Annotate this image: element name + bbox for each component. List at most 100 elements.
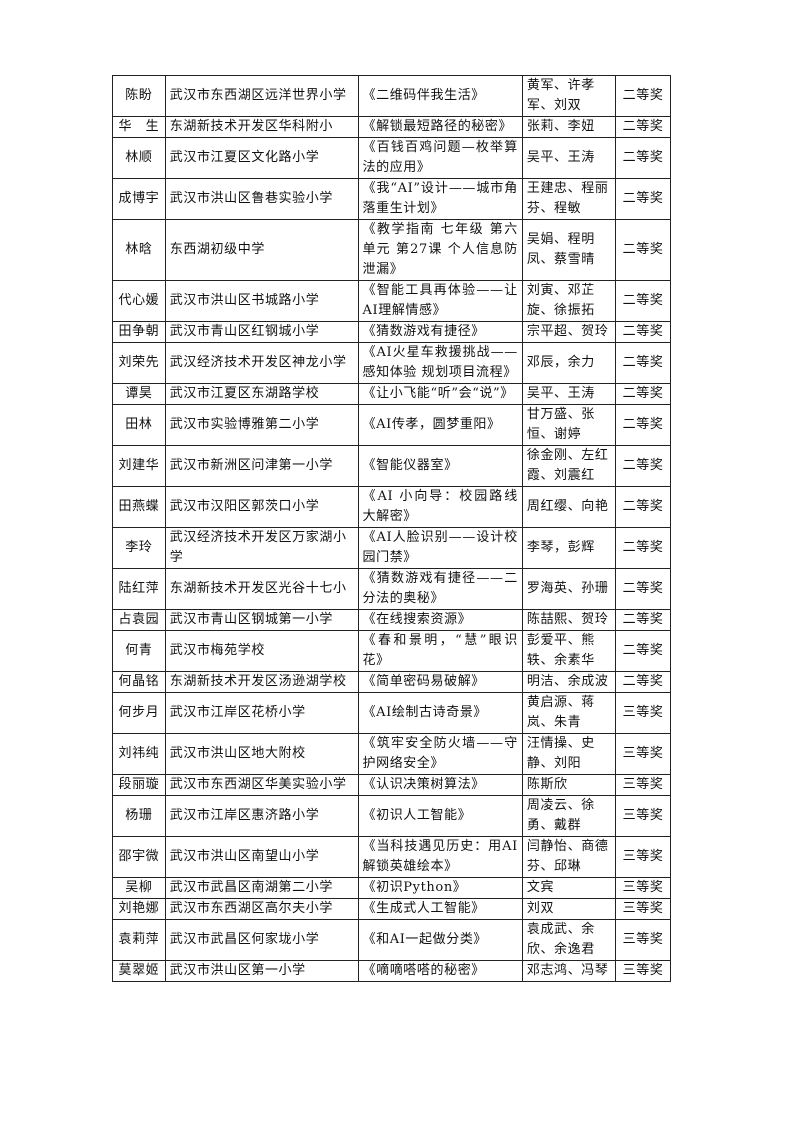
work-title-cell: 《解锁最短路径的秘密》 (357, 116, 523, 138)
award-level-cell: 二等奖 (615, 137, 671, 179)
school-name-cell: 武汉经济技术开发区万家湖小学 (164, 527, 359, 569)
school-name-cell: 东西湖初级中学 (164, 219, 359, 281)
table-row: 谭昊 武汉市江夏区东湖路学校 《让小飞能“听”会“说”》 吴平、王涛 二等奖 (112, 383, 671, 405)
award-level-cell: 三等奖 (615, 836, 671, 878)
award-level-cell: 二等奖 (615, 383, 671, 405)
student-name-cell: 田林 (112, 404, 166, 446)
award-level-cell: 三等奖 (615, 733, 671, 775)
work-title-cell: 《简单密码易破解》 (357, 671, 523, 693)
award-level-cell: 三等奖 (615, 898, 671, 920)
student-name-cell: 袁莉萍 (112, 919, 166, 961)
work-title-cell: 《AI 小向导：校园路线大解密》 (357, 486, 523, 528)
school-name-cell: 武汉经济技术开发区神龙小学 (164, 342, 359, 384)
advisor-teachers-cell: 甘万盛、张恒、谢婷 (521, 404, 617, 446)
work-title-cell: 《百钱百鸡问题—枚举算法的应用》 (357, 137, 523, 179)
advisor-teachers-cell: 陈喆熙、贺玲 (521, 609, 617, 631)
award-level-cell: 二等奖 (615, 219, 671, 281)
school-name-cell: 武汉市江岸区花桥小学 (164, 692, 359, 734)
table-row: 陈盼 武汉市东西湖区远洋世界小学 《二维码伴我生活》 黄军、许孝军、刘双 二等奖 (112, 75, 671, 117)
work-title-cell: 《当科技遇见历史：用AI解锁英雄绘本》 (357, 836, 523, 878)
work-title-cell: 《二维码伴我生活》 (357, 75, 523, 117)
work-title-cell: 《春和景明，“慧”眼识花》 (357, 630, 523, 672)
award-level-cell: 三等奖 (615, 960, 671, 982)
award-level-cell: 二等奖 (615, 527, 671, 569)
student-name-cell: 陆红萍 (112, 568, 166, 610)
work-title-cell: 《我“AI”设计——城市角落重生计划》 (357, 178, 523, 220)
award-level-cell: 二等奖 (615, 280, 671, 322)
table-row: 成博宇 武汉市洪山区鲁巷实验小学 《我“AI”设计——城市角落重生计划》 王建忠、程丽… (112, 178, 671, 220)
table-row: 刘艳娜 武汉市东西湖区高尔夫小学 《生成式人工智能》 刘双 三等奖 (112, 898, 671, 920)
school-name-cell: 武汉市江岸区惠济路小学 (164, 795, 359, 837)
school-name-cell: 武汉市东西湖区华美实验小学 (164, 774, 359, 796)
work-title-cell: 《初识Python》 (357, 877, 523, 899)
school-name-cell: 武汉市青山区红钢城小学 (164, 321, 359, 343)
table-row: 刘祎纯 武汉市洪山区地大附校 《筑牢安全防火墙——守护网络安全》 汪情操、史静、刘阳三… (112, 733, 671, 775)
advisor-teachers-cell: 王建忠、程丽芬、程敏 (521, 178, 617, 220)
student-name-cell: 田燕蝶 (112, 486, 166, 528)
student-name-cell: 林顺 (112, 137, 166, 179)
table-row: 吴柳 武汉市武昌区南湖第二小学 《初识Python》 文宾 三等奖 (112, 877, 671, 899)
advisor-teachers-cell: 徐金刚、左红霞、刘震红 (521, 445, 617, 487)
advisor-teachers-cell: 张莉、李妞 (521, 116, 617, 138)
award-level-cell: 二等奖 (615, 609, 671, 631)
student-name-cell: 邵宇微 (112, 836, 166, 878)
advisor-teachers-cell: 闫静怡、商德芬、邱琳 (521, 836, 617, 878)
work-title-cell: 《智能工具再体验——让AI理解情感》 (357, 280, 523, 322)
award-level-cell: 三等奖 (615, 877, 671, 899)
table-row: 代心媛 武汉市洪山区书城路小学 《智能工具再体验——让AI理解情感》 刘寅、邓芷旋、徐… (112, 280, 671, 322)
table-row: 何步月 武汉市江岸区花桥小学 《AI绘制古诗奇景》 黄启源、蒋岚、朱青 三等奖 (112, 692, 671, 734)
award-level-cell: 二等奖 (615, 321, 671, 343)
school-name-cell: 武汉市洪山区书城路小学 (164, 280, 359, 322)
student-name-cell: 林晗 (112, 219, 166, 281)
award-level-cell: 二等奖 (615, 445, 671, 487)
table-row: 李玲 武汉经济技术开发区万家湖小学 《AI人脸识别——设计校园门禁》 李琴，彭辉 二等奖 (112, 527, 671, 569)
student-name-cell: 吴柳 (112, 877, 166, 899)
table-row: 何青 武汉市梅苑学校 《春和景明，“慧”眼识花》 彭爱平、熊轶、余素华 二等奖 (112, 630, 671, 672)
school-name-cell: 东湖新技术开发区光谷十七小 (164, 568, 359, 610)
advisor-teachers-cell: 宗平超、贺玲 (521, 321, 617, 343)
work-title-cell: 《和AI一起做分类》 (357, 919, 523, 961)
school-name-cell: 武汉市东西湖区远洋世界小学 (164, 75, 359, 117)
school-name-cell: 武汉市实验博雅第二小学 (164, 404, 359, 446)
student-name-cell: 谭昊 (112, 383, 166, 405)
award-level-cell: 二等奖 (615, 404, 671, 446)
table-row: 华 生东湖新技术开发区华科附小 《解锁最短路径的秘密》 张莉、李妞 二等奖 (112, 116, 671, 138)
advisor-teachers-cell: 刘寅、邓芷旋、徐振拓 (521, 280, 617, 322)
advisor-teachers-cell: 文宾 (521, 877, 617, 899)
award-level-cell: 三等奖 (615, 795, 671, 837)
student-name-cell: 华 生 (112, 116, 166, 138)
work-title-cell: 《AI传孝，圆梦重阳》 (357, 404, 523, 446)
school-name-cell: 武汉市洪山区南望山小学 (164, 836, 359, 878)
student-name-cell: 刘荣先 (112, 342, 166, 384)
work-title-cell: 《AI火星车救援挑战——感知体验 规划项目流程》 (357, 342, 523, 384)
school-name-cell: 武汉市汉阳区郭茨口小学 (164, 486, 359, 528)
awards-table-body: 陈盼 武汉市东西湖区远洋世界小学 《二维码伴我生活》 黄军、许孝军、刘双 二等奖华 生东… (112, 75, 671, 982)
table-row: 刘荣先 武汉经济技术开发区神龙小学 《AI火星车救援挑战——感知体验 规划项目流程》… (112, 342, 671, 384)
work-title-cell: 《让小飞能“听”会“说”》 (357, 383, 523, 405)
student-name-cell: 成博宇 (112, 178, 166, 220)
award-level-cell: 二等奖 (615, 671, 671, 693)
advisor-teachers-cell: 吴娟、程明凤、蔡雪晴 (521, 219, 617, 281)
table-row: 田林 武汉市实验博雅第二小学 《AI传孝，圆梦重阳》 甘万盛、张恒、谢婷 二等奖 (112, 404, 671, 446)
student-name-cell: 代心媛 (112, 280, 166, 322)
school-name-cell: 武汉市江夏区东湖路学校 (164, 383, 359, 405)
advisor-teachers-cell: 吴平、王涛 (521, 383, 617, 405)
advisor-teachers-cell: 罗海英、孙珊 (521, 568, 617, 610)
table-row: 袁莉萍 武汉市武昌区何家垅小学 《和AI一起做分类》 袁成武、余欣、余逸君 三等奖 (112, 919, 671, 961)
student-name-cell: 陈盼 (112, 75, 166, 117)
student-name-cell: 何步月 (112, 692, 166, 734)
table-row: 何晶铭 东湖新技术开发区汤逊湖学校 《简单密码易破解》 明洁、余成波 二等奖 (112, 671, 671, 693)
student-name-cell: 刘建华 (112, 445, 166, 487)
awards-table: 陈盼 武汉市东西湖区远洋世界小学 《二维码伴我生活》 黄军、许孝军、刘双 二等奖华 生东… (112, 75, 671, 982)
school-name-cell: 武汉市东西湖区高尔夫小学 (164, 898, 359, 920)
school-name-cell: 武汉市江夏区文化路小学 (164, 137, 359, 179)
table-row: 段丽璇 武汉市东西湖区华美实验小学 《认识决策树算法》 陈斯欣 三等奖 (112, 774, 671, 796)
work-title-cell: 《教学指南 七年级 第六单元 第27课 个人信息防泄漏》 (357, 219, 523, 281)
student-name-cell: 刘艳娜 (112, 898, 166, 920)
award-level-cell: 二等奖 (615, 486, 671, 528)
work-title-cell: 《在线搜索资源》 (357, 609, 523, 631)
work-title-cell: 《智能仪器室》 (357, 445, 523, 487)
award-level-cell: 二等奖 (615, 630, 671, 672)
advisor-teachers-cell: 黄军、许孝军、刘双 (521, 75, 617, 117)
student-name-cell: 何晶铭 (112, 671, 166, 693)
